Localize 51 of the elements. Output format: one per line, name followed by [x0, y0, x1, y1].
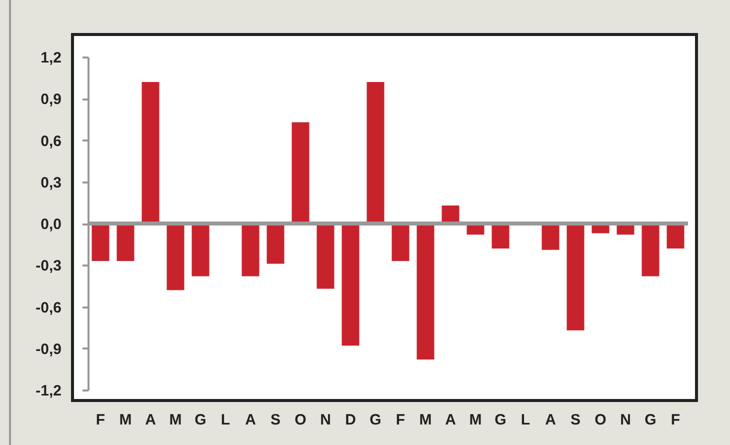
bar: [116, 224, 134, 261]
y-tick-label: -0,3: [36, 258, 62, 275]
bar: [192, 224, 210, 276]
y-tick-label: 0,9: [40, 91, 62, 108]
x-tick-label: A: [245, 412, 256, 428]
bar: [342, 224, 360, 346]
bar: [242, 224, 260, 276]
y-tick-label: -0,9: [36, 340, 62, 358]
x-tick-label: N: [320, 412, 331, 428]
bar: [316, 224, 334, 289]
x-tick-label: G: [370, 412, 382, 428]
x-tick-label: D: [345, 412, 356, 428]
x-tick-label: F: [96, 412, 106, 428]
bar: [492, 224, 510, 248]
bar: [416, 224, 434, 360]
y-tick-label: 0,0: [40, 216, 62, 233]
x-tick-label: A: [145, 412, 156, 428]
bar: [142, 82, 160, 224]
bar: [642, 224, 660, 276]
x-tick-label: S: [570, 412, 581, 428]
x-tick-label: O: [594, 412, 607, 428]
x-tick-label: F: [670, 412, 680, 428]
bar: [392, 224, 410, 261]
bar: [566, 224, 584, 330]
y-tick-label: 0,6: [40, 132, 62, 150]
x-tick-label: M: [119, 412, 132, 428]
x-tick-label: M: [469, 412, 482, 428]
y-tick-label: 1,2: [40, 50, 62, 66]
bar: [666, 224, 684, 248]
bar: [292, 122, 310, 224]
x-tick-label: N: [620, 412, 631, 428]
bar: [366, 82, 384, 224]
bar: [266, 224, 284, 264]
x-tick-label: M: [419, 412, 432, 428]
x-tick-label: S: [270, 412, 281, 428]
x-tick-label: G: [644, 412, 656, 428]
y-tick-label: -0,6: [36, 299, 62, 316]
y-tick-label: -1,2: [36, 382, 62, 400]
x-tick-label: A: [445, 412, 456, 428]
bar: [92, 224, 110, 261]
bar: [542, 224, 560, 250]
y-tick-label: 0,3: [40, 174, 62, 192]
bar: [166, 224, 184, 290]
x-tick-label: L: [520, 412, 530, 428]
x-tick-label: F: [396, 412, 406, 428]
x-tick-label: L: [220, 412, 230, 428]
x-tick-label: M: [169, 412, 182, 428]
x-tick-label: O: [294, 412, 307, 428]
x-tick-label: G: [494, 412, 506, 428]
x-tick-label: G: [194, 412, 206, 428]
x-tick-label: A: [545, 412, 556, 428]
